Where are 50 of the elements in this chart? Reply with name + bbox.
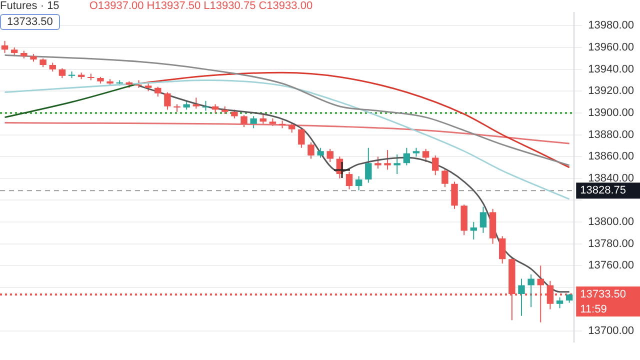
y-tick-label: 13980.00 bbox=[588, 20, 634, 32]
candlestick bbox=[192, 97, 200, 110]
candlestick bbox=[164, 92, 171, 110]
chart-title: Futures · 15 bbox=[0, 0, 60, 12]
candlestick bbox=[326, 148, 334, 163]
y-tick-label: 13880.00 bbox=[588, 128, 634, 141]
candlestick bbox=[240, 114, 248, 128]
candlestick bbox=[518, 278, 525, 316]
candlestick bbox=[58, 68, 66, 79]
candlestick bbox=[480, 206, 487, 234]
candlestick bbox=[442, 168, 448, 188]
candlestick bbox=[317, 147, 324, 158]
ref-line-label: 13733.50 bbox=[580, 288, 626, 301]
candlestick bbox=[432, 154, 439, 176]
y-tick-label: 13940.00 bbox=[588, 63, 634, 76]
candlestick bbox=[394, 154, 400, 175]
y-tick-label: 13920.00 bbox=[588, 85, 634, 98]
candlestick bbox=[288, 122, 296, 134]
annotation: 13733.50 bbox=[0, 14, 60, 30]
ref-line-label: 13828.75 bbox=[580, 184, 626, 197]
candlestick bbox=[202, 100, 210, 112]
candlestick bbox=[365, 147, 372, 184]
line-series bbox=[4, 122, 570, 144]
y-tick-label: 13860.00 bbox=[588, 150, 634, 163]
candlestick bbox=[403, 147, 410, 166]
y-tick-label: 13840.00 bbox=[588, 172, 634, 184]
candlestick bbox=[346, 171, 353, 190]
candlestick bbox=[154, 86, 162, 98]
y-tick-label: 13800.00 bbox=[588, 216, 634, 228]
candlestick bbox=[298, 128, 305, 148]
candlestick bbox=[528, 274, 534, 308]
text: 11:59 bbox=[580, 304, 607, 316]
candlestick bbox=[451, 181, 458, 210]
line-series bbox=[4, 79, 570, 200]
y-tick-label: 13700.00 bbox=[588, 325, 634, 338]
candlestick bbox=[374, 156, 382, 170]
candlestick bbox=[308, 142, 314, 160]
candlestick bbox=[355, 176, 362, 191]
candlestick bbox=[422, 148, 430, 163]
line-series bbox=[4, 54, 570, 166]
y-tick-label: 13760.00 bbox=[588, 260, 634, 272]
candlestick bbox=[174, 104, 180, 112]
candlestick bbox=[250, 116, 257, 129]
y-tick-label: 13900.00 bbox=[588, 106, 634, 119]
candlestick bbox=[499, 236, 506, 264]
candlestick bbox=[556, 296, 564, 309]
y-tick-label: 13960.00 bbox=[588, 42, 634, 54]
y-tick-label: 13780.00 bbox=[588, 238, 634, 250]
text: O13937.00 H13937.50 L13930.75 C13933.00 bbox=[89, 0, 313, 12]
candlestick bbox=[384, 150, 391, 170]
